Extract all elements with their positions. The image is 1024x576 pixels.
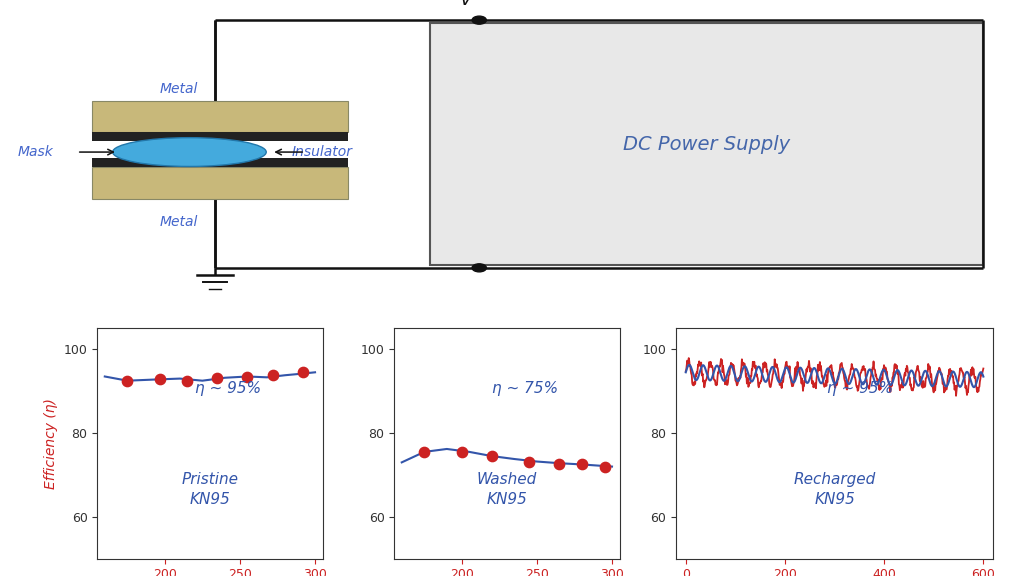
Text: η ~ 95%: η ~ 95%	[827, 381, 893, 396]
Point	[153, 375, 169, 384]
Bar	[92, 167, 348, 199]
Point	[521, 457, 538, 466]
Text: V: V	[460, 0, 472, 9]
Bar	[92, 132, 348, 141]
Text: Mask: Mask	[18, 145, 53, 159]
Text: Insulator: Insulator	[292, 145, 353, 159]
Point	[483, 452, 500, 461]
Text: η ~ 75%: η ~ 75%	[492, 381, 558, 396]
Text: Recharged
KN95: Recharged KN95	[794, 472, 876, 507]
Text: DC Power Supply: DC Power Supply	[623, 135, 791, 153]
Text: Pristine
KN95: Pristine KN95	[181, 472, 239, 507]
Ellipse shape	[113, 138, 266, 166]
Text: Washed
KN95: Washed KN95	[477, 472, 537, 507]
Text: Metal: Metal	[160, 215, 199, 229]
Circle shape	[472, 264, 486, 272]
Text: Metal: Metal	[160, 82, 199, 96]
Point	[119, 376, 135, 385]
Point	[240, 373, 256, 382]
Bar	[430, 23, 983, 265]
Bar	[92, 101, 348, 132]
Point	[573, 460, 590, 469]
Point	[596, 462, 612, 471]
Bar	[92, 158, 348, 167]
Point	[265, 370, 282, 380]
Point	[179, 376, 196, 385]
Point	[454, 448, 470, 457]
Point	[209, 373, 225, 382]
Y-axis label: Efficiency (η): Efficiency (η)	[44, 398, 58, 489]
Point	[416, 448, 432, 457]
Circle shape	[472, 16, 486, 24]
Point	[295, 367, 311, 377]
Point	[551, 460, 567, 469]
Text: η ~ 95%: η ~ 95%	[195, 381, 261, 396]
